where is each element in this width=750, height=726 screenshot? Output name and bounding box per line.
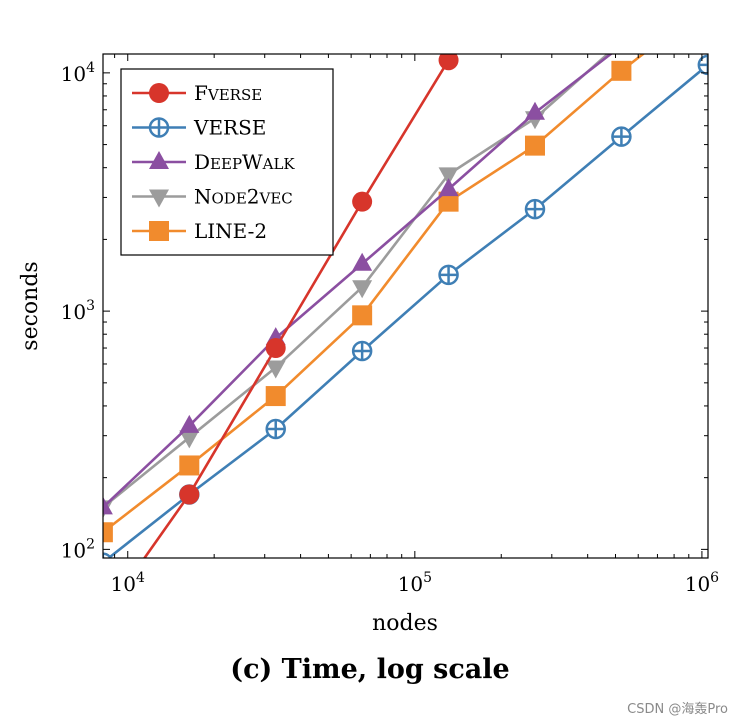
data-point: [524, 101, 545, 120]
data-point: [611, 35, 631, 53]
series-line: [103, 54, 646, 534]
legend-label: DEEPWALK: [194, 150, 295, 174]
data-point: [103, 496, 113, 515]
series-fverse: [93, 54, 459, 627]
legend-label: NODE2VEC: [194, 185, 293, 209]
x-tick-label: 104: [111, 570, 145, 596]
ticks-layer: 104 105 106 102 103 104: [61, 54, 719, 596]
data-point: [179, 414, 200, 433]
data-point: [179, 455, 200, 476]
legend-items: FVERSE VERSE DEEPWALK NODE2VEC LINE-2: [132, 81, 295, 243]
data-point: [438, 167, 459, 186]
data-point: [438, 264, 459, 286]
legend-entry-fverse: FVERSE: [132, 81, 262, 105]
figure-caption: (c) Time, log scale: [230, 654, 510, 685]
data-point: [265, 360, 286, 379]
data-point: [611, 126, 632, 147]
data-point: [438, 191, 459, 212]
series-line-2: [103, 0, 718, 543]
data-point: [611, 35, 631, 53]
data-point: [352, 305, 373, 326]
data-point: [351, 340, 373, 362]
series-line: [106, 63, 708, 558]
data-point: [103, 522, 113, 543]
legend-entry-node2vec: NODE2VEC: [132, 185, 293, 209]
x-tick-label: 105: [398, 570, 432, 596]
x-tick-label: 106: [685, 570, 719, 596]
data-point: [265, 418, 286, 440]
legend-label: FVERSE: [194, 81, 262, 105]
data-point: [352, 280, 373, 299]
watermark: CSDN @海轰Pro: [627, 702, 728, 717]
series-deepwalk: [103, 35, 631, 515]
legend-marker: [149, 189, 169, 208]
legend-entry-deepwalk: DEEPWALK: [132, 150, 295, 174]
legend-marker: [149, 221, 169, 241]
data-point: [265, 338, 286, 359]
legend-entry-line-2: LINE-2: [132, 219, 267, 243]
data-point: [265, 386, 286, 407]
plot-frame: [102, 53, 709, 559]
data-point: [352, 191, 373, 212]
legend-marker: [149, 151, 169, 169]
y-tick-label: 104: [61, 60, 95, 86]
data-point: [524, 198, 546, 220]
legend-marker: [149, 83, 169, 103]
data-point: [103, 552, 113, 558]
legend-label: VERSE: [193, 116, 266, 140]
legend-marker: [148, 117, 170, 138]
y-tick-label: 103: [61, 298, 95, 324]
legend-entry-verse: VERSE: [132, 116, 266, 140]
data-point: [179, 484, 200, 505]
data-point: [93, 607, 113, 627]
x-axis-label: nodes: [372, 611, 438, 636]
data-point: [698, 0, 718, 14]
y-axis-label: seconds: [18, 261, 43, 350]
data-point: [438, 54, 459, 71]
legend: FVERSE VERSE DEEPWALK NODE2VEC LINE-2: [120, 68, 334, 256]
series-layer: [93, 0, 718, 627]
y-tick-label: 102: [61, 536, 95, 562]
legend-label: LINE-2: [194, 219, 267, 243]
data-point: [524, 135, 545, 156]
data-point: [179, 430, 200, 449]
data-point: [611, 60, 632, 81]
data-point: [438, 178, 459, 197]
data-point: [352, 252, 373, 271]
